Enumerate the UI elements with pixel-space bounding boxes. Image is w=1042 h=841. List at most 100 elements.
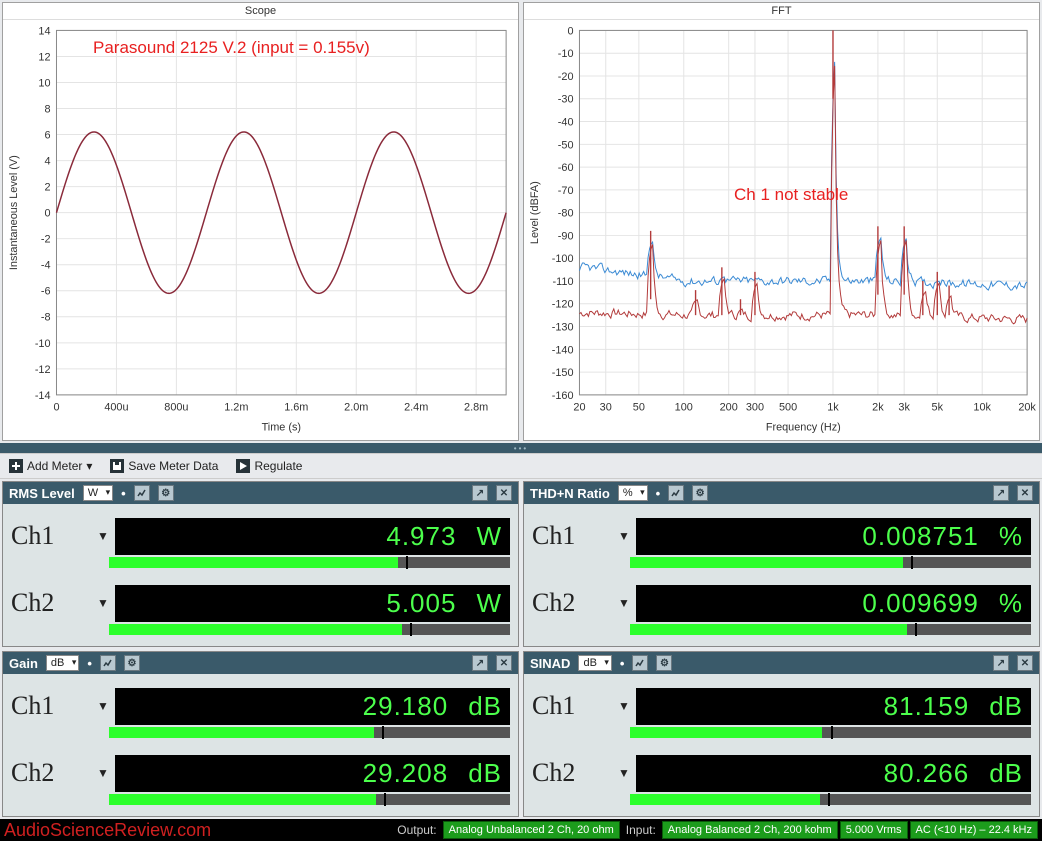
meter-sinad-ch2-bar	[630, 794, 1031, 805]
svg-text:-160: -160	[552, 390, 574, 402]
meter-thdn-ch1-value: 0.008751%	[636, 518, 1031, 555]
svg-text:-140: -140	[552, 344, 574, 356]
plus-icon	[9, 459, 23, 473]
ch2-label: Ch2	[11, 758, 91, 788]
svg-text:Frequency (Hz): Frequency (Hz)	[766, 422, 841, 434]
chevron-down-icon[interactable]: ▼	[618, 596, 630, 610]
svg-text:0: 0	[44, 208, 50, 220]
chevron-down-icon[interactable]: ▼	[618, 766, 630, 780]
meter-gain-ch2-row: Ch2 ▼ 29.208dB	[11, 755, 510, 792]
chart-icon[interactable]	[134, 485, 150, 501]
scope-annotation: Parasound 2125 V.2 (input = 0.155v)	[93, 38, 370, 58]
meter-rms-ch1-value: 4.973W	[115, 518, 510, 555]
close-icon[interactable]: ✕	[496, 655, 512, 671]
chevron-down-icon[interactable]: ▼	[97, 529, 109, 543]
ch1-label: Ch1	[532, 521, 612, 551]
svg-text:2k: 2k	[872, 402, 884, 414]
meter-rms-ch2-value: 5.005W	[115, 585, 510, 622]
input-value[interactable]: Analog Balanced 2 Ch, 200 kohm	[662, 821, 838, 839]
svg-text:2.0m: 2.0m	[344, 402, 368, 414]
svg-text:Time (s): Time (s)	[262, 422, 301, 434]
unit-select-rms[interactable]: W	[83, 485, 113, 501]
unit-select-thdn[interactable]: %	[618, 485, 648, 501]
gear-icon[interactable]: ⚙	[656, 655, 672, 671]
svg-text:10k: 10k	[973, 402, 991, 414]
meter-sinad-ch2-value: 80.266dB	[636, 755, 1031, 792]
svg-text:-12: -12	[35, 364, 51, 376]
close-icon[interactable]: ✕	[496, 485, 512, 501]
meter-header-rms: RMS Level W • ⚙ ↗ ✕	[3, 482, 518, 504]
unit-select-sinad[interactable]: dB	[578, 655, 611, 671]
chevron-down-icon[interactable]: ▼	[97, 596, 109, 610]
row-divider[interactable]	[0, 443, 1042, 453]
popout-icon[interactable]: ↗	[993, 655, 1009, 671]
gear-icon[interactable]: ⚙	[124, 655, 140, 671]
svg-text:300: 300	[746, 402, 764, 414]
svg-text:50: 50	[633, 402, 645, 414]
svg-text:800u: 800u	[164, 402, 188, 414]
gear-icon[interactable]: ⚙	[692, 485, 708, 501]
ch1-label: Ch1	[11, 691, 91, 721]
chevron-down-icon[interactable]: ▼	[97, 699, 109, 713]
popout-icon[interactable]: ↗	[472, 485, 488, 501]
svg-text:100: 100	[675, 402, 693, 414]
svg-text:-120: -120	[552, 299, 574, 311]
vrms-value[interactable]: 5.000 Vrms	[840, 821, 908, 839]
meter-gain-ch1-value: 29.180dB	[115, 688, 510, 725]
meter-title-thdn: THD+N Ratio	[530, 486, 610, 501]
svg-text:-30: -30	[558, 94, 574, 106]
popout-icon[interactable]: ↗	[993, 485, 1009, 501]
scope-chart: -14-12-10-8-6-4-2024681012140400u800u1.2…	[3, 20, 518, 437]
scope-title: Scope	[3, 3, 518, 20]
fft-chart: -160-150-140-130-120-110-100-90-80-70-60…	[524, 20, 1039, 437]
meter-thdn-ch2-bar	[630, 624, 1031, 635]
ch1-label: Ch1	[11, 521, 91, 551]
svg-text:-6: -6	[41, 286, 51, 298]
play-icon	[236, 459, 250, 473]
input-label: Input:	[622, 823, 660, 837]
svg-text:30: 30	[600, 402, 612, 414]
svg-text:-60: -60	[558, 162, 574, 174]
close-icon[interactable]: ✕	[1017, 655, 1033, 671]
meters-grid: RMS Level W • ⚙ ↗ ✕ Ch1 ▼	[0, 479, 1042, 819]
svg-text:2.4m: 2.4m	[404, 402, 428, 414]
popout-icon[interactable]: ↗	[472, 655, 488, 671]
svg-text:8: 8	[44, 103, 50, 115]
unit-select-gain[interactable]: dB	[46, 655, 79, 671]
chart-icon[interactable]	[668, 485, 684, 501]
output-value[interactable]: Analog Unbalanced 2 Ch, 20 ohm	[443, 821, 620, 839]
svg-text:400u: 400u	[104, 402, 128, 414]
close-icon[interactable]: ✕	[1017, 485, 1033, 501]
charts-row: Scope -14-12-10-8-6-4-2024681012140400u8…	[0, 0, 1042, 443]
regulate-label: Regulate	[254, 459, 302, 473]
chart-icon[interactable]	[100, 655, 116, 671]
regulate-button[interactable]: Regulate	[232, 457, 306, 475]
save-meter-label: Save Meter Data	[128, 459, 218, 473]
meter-panel-gain: Gain dB • ⚙ ↗ ✕ Ch1 ▼	[2, 651, 519, 817]
chevron-down-icon[interactable]: ▼	[618, 699, 630, 713]
svg-text:1.6m: 1.6m	[284, 402, 308, 414]
svg-text:-10: -10	[35, 338, 51, 350]
chevron-down-icon[interactable]: ▼	[618, 529, 630, 543]
svg-text:-130: -130	[552, 322, 574, 334]
svg-text:0: 0	[53, 402, 59, 414]
meter-thdn-ch2-value: 0.009699%	[636, 585, 1031, 622]
save-meter-button[interactable]: Save Meter Data	[106, 457, 222, 475]
meter-thdn-ch2-row: Ch2 ▼ 0.009699%	[532, 585, 1031, 622]
chart-icon[interactable]	[632, 655, 648, 671]
save-icon	[110, 459, 124, 473]
svg-text:-110: -110	[553, 276, 574, 288]
meter-body-gain: Ch1 ▼ 29.180dB Ch2	[3, 674, 518, 816]
bw-value[interactable]: AC (<10 Hz) – 22.4 kHz	[910, 821, 1038, 839]
meter-toolbar: Add Meter ▾ Save Meter Data Regulate	[0, 453, 1042, 479]
gear-icon[interactable]: ⚙	[158, 485, 174, 501]
svg-text:-10: -10	[558, 48, 574, 60]
meter-panel-sinad: SINAD dB • ⚙ ↗ ✕ Ch1 ▼	[523, 651, 1040, 817]
add-meter-button[interactable]: Add Meter ▾	[5, 457, 96, 475]
svg-text:Level (dBFA): Level (dBFA)	[529, 181, 541, 244]
svg-text:1k: 1k	[827, 402, 839, 414]
svg-text:-70: -70	[558, 185, 574, 197]
meter-title-rms: RMS Level	[9, 486, 75, 501]
chevron-down-icon[interactable]: ▼	[97, 766, 109, 780]
svg-text:-40: -40	[558, 117, 574, 129]
